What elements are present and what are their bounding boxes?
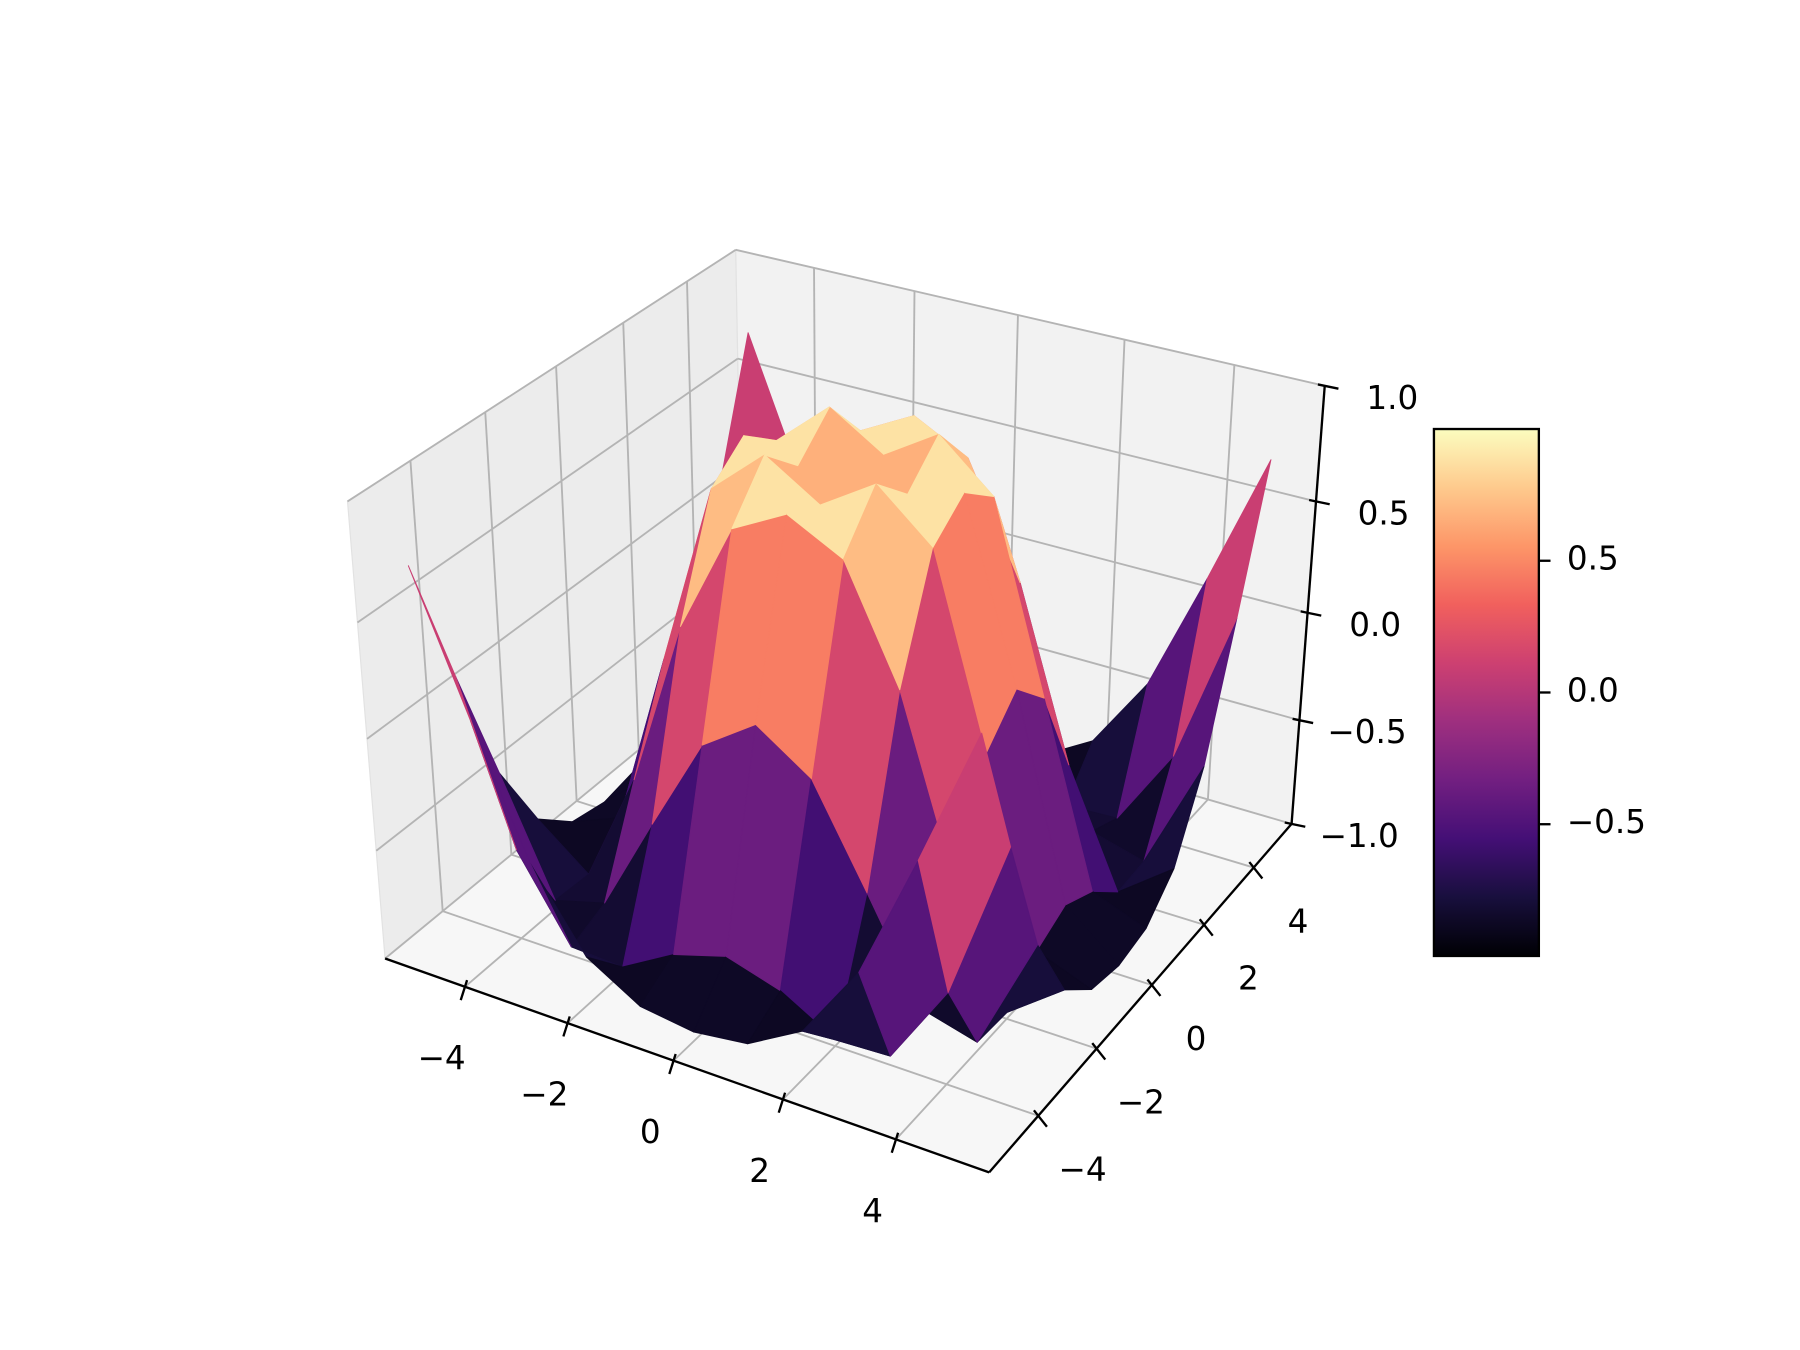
y-tick-label: 0 <box>1186 1020 1207 1058</box>
tick-mark <box>1146 978 1162 997</box>
tick-mark <box>1248 861 1264 880</box>
surface-patch <box>1172 459 1272 757</box>
tick-mark <box>1198 918 1214 937</box>
y-tick-label: −2 <box>1117 1084 1165 1122</box>
grid-line <box>1104 339 1126 770</box>
tick-mark <box>1292 717 1314 725</box>
tick-mark <box>1033 1109 1048 1128</box>
surface-patch <box>917 732 1012 993</box>
x-tick-label: 0 <box>640 1113 661 1151</box>
colorbar-tick-label: −0.5 <box>1567 803 1646 841</box>
x-tick-label: 2 <box>749 1152 770 1190</box>
x-tick-label: −2 <box>520 1076 568 1114</box>
surface-patch <box>842 483 933 691</box>
x-tick-label: 4 <box>862 1192 883 1230</box>
grid-line <box>735 248 1325 387</box>
z-tick-label: −0.5 <box>1327 713 1406 751</box>
grid-line <box>346 249 737 503</box>
grid-line <box>356 357 739 624</box>
grid-line <box>737 357 1317 503</box>
grid-line <box>409 460 444 912</box>
z-tick-label: 0.5 <box>1358 494 1410 532</box>
y-tick-label: −4 <box>1059 1151 1107 1189</box>
tick-mark <box>668 1053 677 1075</box>
colorbar-tick-label: 0.5 <box>1567 540 1619 578</box>
axis-line <box>1290 385 1326 824</box>
y-tick-label: 4 <box>1288 903 1309 941</box>
x-tick-label: −4 <box>418 1039 466 1077</box>
z-tick-label: 0.0 <box>1349 606 1401 644</box>
tick-mark <box>562 1016 571 1037</box>
grid-line <box>555 366 578 802</box>
axis-line <box>384 957 990 1174</box>
grid-line <box>366 463 741 740</box>
y-tick-label: 2 <box>1238 960 1259 998</box>
z-tick-label: 1.0 <box>1366 379 1418 417</box>
surface-patch <box>407 565 517 851</box>
tick-mark <box>1300 610 1322 617</box>
tick-mark <box>1284 821 1306 828</box>
tick-mark <box>777 1092 787 1114</box>
grid-line <box>484 412 513 855</box>
tick-mark <box>1317 383 1339 390</box>
axis-line <box>988 823 1293 1174</box>
grid-line <box>622 322 640 750</box>
colorbar <box>1432 427 1541 958</box>
tick-mark <box>1091 1042 1107 1061</box>
colorbar-tick-label: 0.0 <box>1567 671 1619 709</box>
tick-mark <box>890 1132 900 1154</box>
tick-mark <box>459 979 469 1001</box>
tick-mark <box>1308 498 1330 506</box>
z-tick-label: −1.0 <box>1320 817 1399 855</box>
